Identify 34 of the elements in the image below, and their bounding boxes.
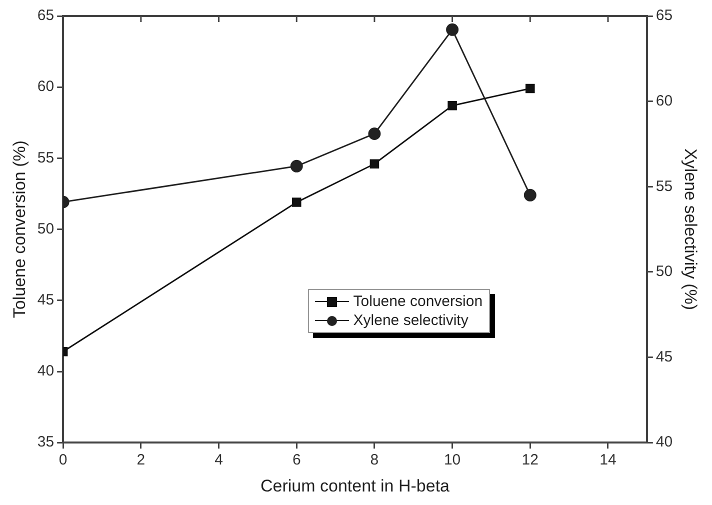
legend-label: Toluene conversion	[353, 292, 483, 312]
y2-tick-label: 55	[656, 178, 673, 195]
x-tick-label: 8	[370, 452, 379, 469]
x-tick-label: 0	[58, 452, 68, 469]
point	[526, 84, 535, 94]
y-tick-label: 65	[37, 7, 54, 24]
point	[524, 188, 536, 202]
point	[292, 198, 302, 207]
y2-tick-label: 60	[656, 92, 673, 110]
x-tick-label: 14	[600, 452, 616, 469]
y-tick-label: 55	[37, 149, 54, 166]
y-axis-title: Toluene conversion (%)	[10, 140, 29, 318]
point	[290, 160, 303, 172]
x-tick-label: 4	[214, 452, 223, 469]
point	[448, 100, 457, 110]
legend-label: Xylene selectivity	[353, 311, 468, 330]
point	[446, 23, 459, 36]
y2-tick-label: 45	[656, 348, 673, 366]
y2-tick-label: 65	[656, 7, 673, 24]
y2-tick-label: 50	[656, 263, 673, 280]
y-tick-label: 35	[37, 434, 54, 451]
y-tick-label: 45	[37, 292, 54, 309]
x-axis-title: Cerium content in H-beta	[260, 476, 450, 496]
y-tick-label: 40	[37, 362, 54, 380]
x-tick-label: 10	[444, 452, 461, 469]
x-tick-label: 2	[136, 452, 146, 469]
x-tick-label: 6	[292, 452, 301, 469]
y-tick-label: 50	[37, 220, 54, 238]
point	[368, 127, 381, 140]
y2-axis-title: Xylene selectivity (%)	[681, 148, 700, 310]
point	[370, 159, 380, 169]
y2-tick-label: 40	[656, 434, 673, 451]
y-tick-label: 60	[37, 78, 54, 96]
x-tick-label: 12	[522, 452, 538, 469]
